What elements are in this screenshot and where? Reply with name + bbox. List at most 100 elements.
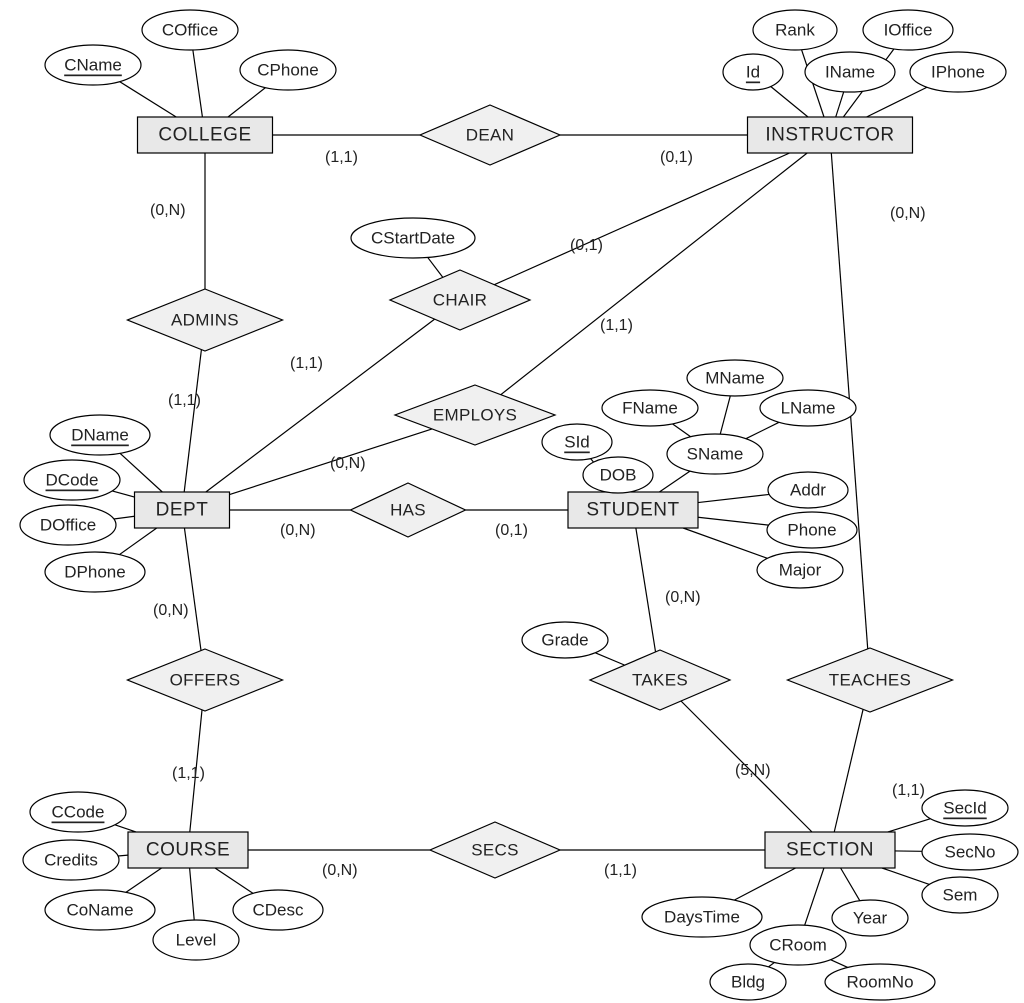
attribute-label-daystime: DaysTime bbox=[664, 908, 740, 927]
attribute-label-cstartdate: CStartDate bbox=[371, 229, 455, 248]
attr-edge-credits bbox=[118, 855, 128, 856]
attribute-label-coname: CoName bbox=[66, 901, 133, 920]
attr-edge-cstartdate bbox=[428, 257, 443, 277]
attr-edge-cdesc bbox=[215, 868, 253, 893]
attribute-label-phone: Phone bbox=[787, 521, 836, 540]
attribute-label-bldg: Bldg bbox=[731, 973, 765, 992]
attribute-label-croom: CRoom bbox=[769, 936, 827, 955]
attr-edge-coffice bbox=[193, 50, 203, 117]
entity-label-section: SECTION bbox=[786, 840, 874, 861]
attribute-label-cphone: CPhone bbox=[257, 61, 318, 80]
attribute-label-dphone: DPhone bbox=[64, 563, 125, 582]
attribute-label-ioffice: IOffice bbox=[884, 21, 933, 40]
relationship-label-chair: CHAIR bbox=[433, 291, 487, 310]
cardinality-secs_section: (1,1) bbox=[604, 862, 637, 879]
attribute-label-major: Major bbox=[779, 561, 822, 580]
attr-edge-major bbox=[683, 528, 767, 558]
cardinality-takes_section: (5,N) bbox=[735, 762, 771, 779]
relationship-label-offers: OFFERS bbox=[170, 671, 241, 690]
cardinality-has_dept: (0,N) bbox=[280, 522, 316, 539]
attribute-label-mname: MName bbox=[705, 369, 765, 388]
attribute-label-sname: SName bbox=[687, 445, 744, 464]
attribute-label-secno: SecNo bbox=[944, 843, 995, 862]
attribute-label-addr: Addr bbox=[790, 481, 826, 500]
relationship-label-secs: SECS bbox=[471, 841, 519, 860]
attr-edge-dphone bbox=[119, 528, 156, 555]
attribute-label-sem: Sem bbox=[943, 886, 978, 905]
attribute-label-coffice: COffice bbox=[162, 21, 218, 40]
attr-edge-fname bbox=[672, 424, 690, 437]
attr-edge-level bbox=[190, 868, 195, 920]
edge-instructor-employs bbox=[501, 153, 807, 395]
cardinality-dean_instructor: (0,1) bbox=[660, 149, 693, 166]
relationship-label-employs: EMPLOYS bbox=[433, 406, 517, 425]
edge-dept-offers bbox=[184, 528, 201, 651]
attribute-label-id: Id bbox=[746, 63, 760, 82]
cardinality-chair_instructor: (0,1) bbox=[570, 237, 603, 254]
attr-edge-secid bbox=[888, 819, 931, 832]
entity-label-dept: DEPT bbox=[156, 500, 209, 521]
attribute-label-credits: Credits bbox=[44, 851, 98, 870]
entity-label-college: COLLEGE bbox=[158, 125, 251, 146]
entity-label-instructor: INSTRUCTOR bbox=[765, 125, 894, 146]
attr-edge-dcode bbox=[112, 491, 134, 497]
attr-edge-mname bbox=[720, 396, 730, 434]
relationship-label-has: HAS bbox=[390, 501, 426, 520]
attr-edge-croom bbox=[805, 868, 824, 925]
cardinality-offers_course: (1,1) bbox=[172, 765, 205, 782]
entity-label-course: COURSE bbox=[146, 840, 230, 861]
labels-layer: COLLEGEINSTRUCTORDEPTSTUDENTCOURSESECTIO… bbox=[40, 21, 996, 992]
attribute-label-level: Level bbox=[176, 931, 217, 950]
attribute-label-rank: Rank bbox=[775, 21, 815, 40]
edge-student-takes bbox=[636, 528, 656, 652]
cardinality-chair_dept: (1,1) bbox=[290, 355, 323, 372]
attribute-label-dcode: DCode bbox=[46, 471, 99, 490]
relationship-label-dean: DEAN bbox=[466, 126, 514, 145]
attr-edge-ccode bbox=[115, 825, 136, 832]
attr-edge-year bbox=[841, 868, 860, 901]
er-diagram: COLLEGEINSTRUCTORDEPTSTUDENTCOURSESECTIO… bbox=[0, 0, 1024, 1003]
attribute-label-cname: CName bbox=[64, 56, 122, 75]
attr-edge-roomno bbox=[831, 960, 848, 968]
attribute-label-dname: DName bbox=[71, 426, 129, 445]
attr-edge-sname bbox=[659, 471, 690, 492]
cardinality-teaches_instructor: (0,N) bbox=[890, 205, 926, 222]
attribute-label-sid: SId bbox=[564, 433, 590, 452]
edge-section-teaches bbox=[834, 709, 863, 832]
attr-edge-grade bbox=[595, 653, 624, 665]
attribute-label-iphone: IPhone bbox=[931, 63, 985, 82]
attribute-label-fname: FName bbox=[622, 399, 678, 418]
edge-instructor-chair bbox=[494, 153, 789, 285]
attribute-label-dob: DOB bbox=[600, 466, 637, 485]
cardinality-admins_dept: (1,1) bbox=[168, 392, 201, 409]
cardinality-secs_course: (0,N) bbox=[322, 862, 358, 879]
attr-edge-iname bbox=[836, 92, 844, 117]
attr-edge-bldg bbox=[768, 962, 774, 966]
relationship-label-teaches: TEACHES bbox=[829, 671, 911, 690]
attribute-label-ccode: CCode bbox=[52, 803, 105, 822]
attribute-label-grade: Grade bbox=[541, 631, 588, 650]
attribute-label-roomno: RoomNo bbox=[846, 973, 913, 992]
cardinality-takes_student: (0,N) bbox=[665, 589, 701, 606]
cardinality-employs_instructor: (1,1) bbox=[600, 317, 633, 334]
attr-edge-iphone bbox=[867, 87, 927, 117]
attribute-label-secid: SecId bbox=[943, 799, 986, 818]
attr-edge-phone bbox=[698, 517, 769, 525]
attr-edge-dname bbox=[120, 453, 162, 492]
relationship-label-admins: ADMINS bbox=[171, 311, 239, 330]
cardinality-admins_college: (0,N) bbox=[150, 202, 186, 219]
edge-dept-admins bbox=[184, 350, 201, 492]
attr-edge-lname bbox=[746, 422, 779, 438]
cardinality-has_student: (0,1) bbox=[495, 522, 528, 539]
attribute-label-iname: IName bbox=[825, 63, 875, 82]
attribute-label-year: Year bbox=[853, 909, 888, 928]
attribute-label-doffice: DOffice bbox=[40, 516, 96, 535]
attr-edge-sem bbox=[882, 868, 929, 884]
attr-edge-id bbox=[771, 87, 808, 117]
attr-edge-daystime bbox=[734, 868, 795, 900]
attr-edge-addr bbox=[698, 494, 769, 502]
attribute-label-cdesc: CDesc bbox=[252, 901, 304, 920]
cardinality-employs_dept: (0,N) bbox=[330, 455, 366, 472]
cardinality-offers_dept: (0,N) bbox=[153, 602, 189, 619]
attr-edge-coname bbox=[126, 868, 162, 892]
